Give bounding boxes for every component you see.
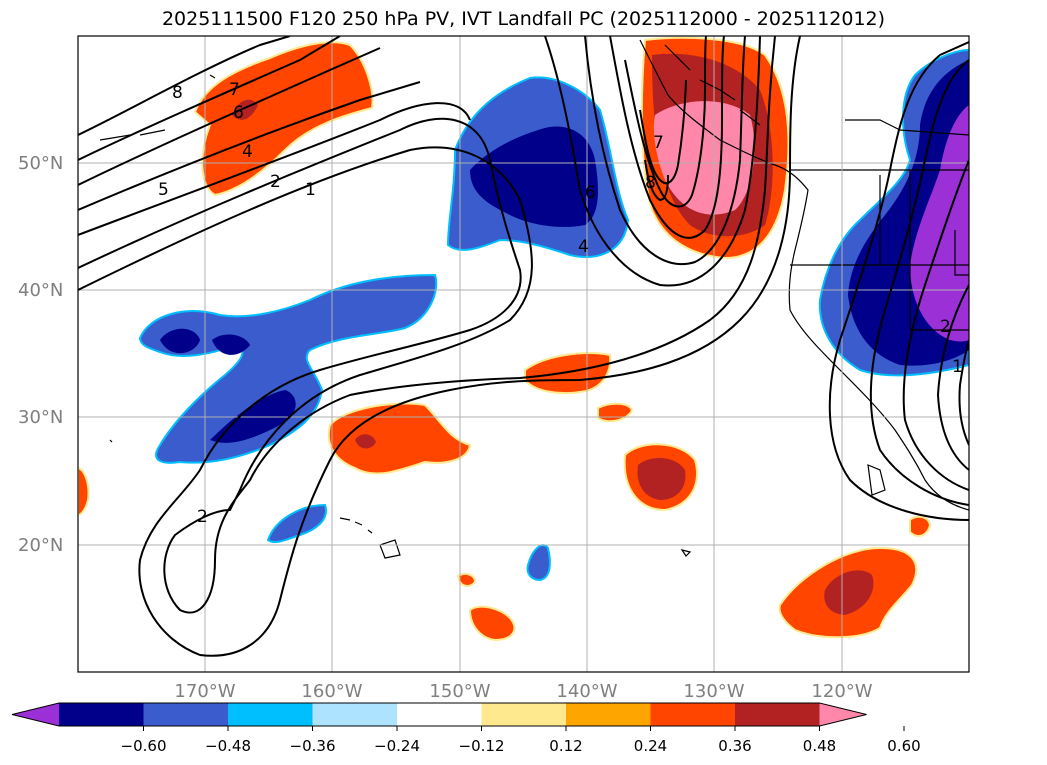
colorbar-segment	[397, 703, 482, 726]
pv-contours	[78, 36, 969, 657]
positive-anomaly-northwest	[193, 41, 374, 197]
contour-label: 6	[233, 103, 244, 123]
colorbar-segment	[650, 703, 736, 726]
lat-label-20n: 20°N	[18, 535, 63, 556]
negative-anomaly-central	[446, 76, 630, 258]
colorbar-tick-label: 0.36	[718, 737, 751, 755]
colorbar-tick-label: 0.60	[887, 737, 920, 755]
colorbar-tick-label: −0.48	[205, 737, 251, 755]
contour-label: 2	[940, 317, 951, 337]
latitude-labels: 50°N 40°N 30°N 20°N	[18, 153, 63, 556]
contour-label: 7	[229, 80, 240, 100]
gridlines	[78, 36, 969, 672]
colorbar-segment	[59, 703, 144, 726]
colorbar: −0.60 −0.48 −0.36 −0.24 −0.12 0.12 0.24 0.36 0.4…	[11, 702, 921, 755]
contour-label: 6	[585, 183, 596, 203]
colorbar-ticks: −0.60 −0.48 −0.36 −0.24 −0.12 0.12 0.24 0.36 0.4…	[121, 726, 921, 755]
positive-anomaly-patches	[78, 352, 932, 642]
colorbar-segment	[312, 703, 398, 726]
lon-label-130w: 130°W	[683, 681, 744, 702]
colorbar-segment	[735, 703, 820, 726]
map-frame	[77, 35, 970, 673]
colorbar-segment	[12, 703, 59, 726]
colorbar-segment	[566, 703, 651, 726]
contour-labels: 8 7 6 5 4 2 1 2 8 7 6 4 2 1	[158, 80, 963, 527]
lon-label-120w: 120°W	[811, 681, 872, 702]
lat-label-40n: 40°N	[18, 280, 63, 301]
contour-label: 1	[952, 357, 963, 377]
colorbar-segment	[228, 703, 313, 726]
colorbar-segment	[143, 703, 229, 726]
colorbar-segments	[11, 702, 867, 727]
colorbar-tick-label: 0.48	[803, 737, 836, 755]
lat-label-50n: 50°N	[18, 153, 63, 174]
negative-anomaly-west	[138, 273, 551, 582]
colorbar-segment	[819, 703, 867, 726]
colorbar-tick-label: −0.24	[374, 737, 420, 755]
colorbar-outline	[11, 702, 867, 727]
contour-label: 2	[270, 172, 281, 192]
colorbar-tick-label: 0.12	[549, 737, 582, 755]
colorbar-tick-label: −0.60	[121, 737, 167, 755]
contour-label: 2	[197, 507, 208, 527]
map-title: 2025111500 F120 250 hPa PV, IVT Landfall…	[161, 8, 886, 30]
colorbar-tick-label: 0.24	[634, 737, 667, 755]
lon-label-170w: 170°W	[174, 681, 235, 702]
contour-label: 7	[653, 133, 664, 153]
lon-label-150w: 150°W	[429, 681, 490, 702]
colorbar-tick-label: −0.36	[290, 737, 336, 755]
contour-label: 8	[172, 83, 183, 103]
contour-label: 4	[242, 142, 253, 162]
colorbar-segment	[481, 703, 567, 726]
map-area	[78, 36, 969, 672]
coastlines	[99, 39, 969, 559]
lon-label-140w: 140°W	[556, 681, 617, 702]
colorbar-tick-label: −0.12	[459, 737, 505, 755]
lat-label-30n: 30°N	[18, 407, 63, 428]
longitude-labels: 170°W 160°W 150°W 140°W 130°W 120°W	[174, 681, 872, 702]
contour-label: 8	[645, 173, 656, 193]
contour-label: 1	[305, 180, 316, 200]
contour-label: 4	[578, 237, 589, 257]
lon-label-160w: 160°W	[301, 681, 362, 702]
contour-label: 5	[158, 180, 169, 200]
